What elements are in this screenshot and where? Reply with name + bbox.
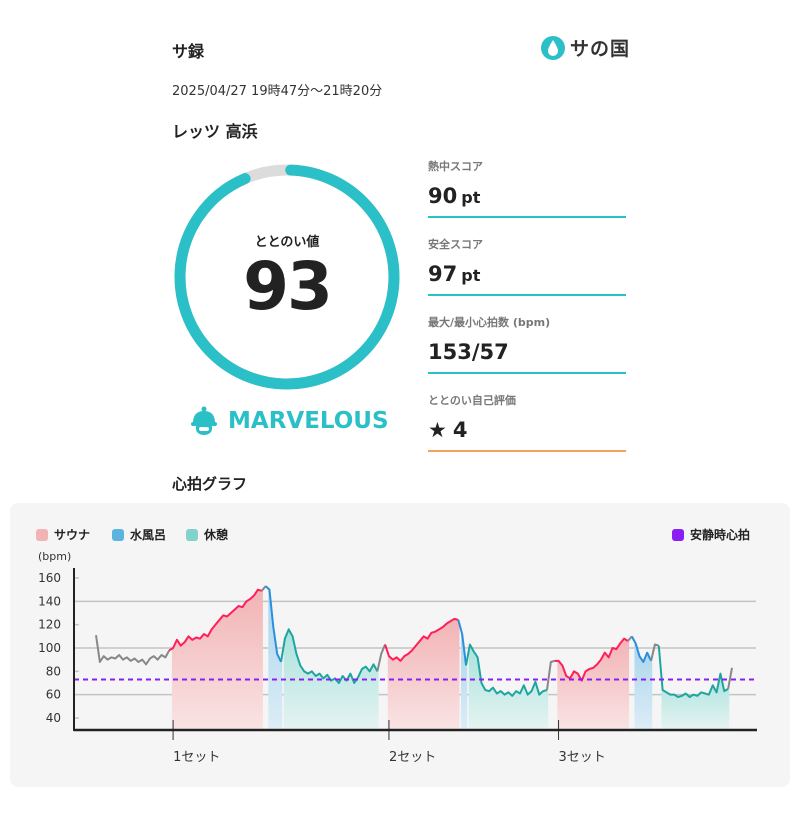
heart-rate-panel	[10, 503, 790, 787]
stat-safety-score: 安全スコア 97 pt	[428, 236, 626, 296]
y-tick-label: 40	[46, 711, 61, 725]
rest-line	[465, 643, 548, 697]
star-icon: ★	[428, 418, 447, 442]
divider	[428, 216, 626, 218]
page-title: サ録	[172, 42, 205, 61]
sauna-line	[168, 588, 263, 652]
divider	[428, 450, 626, 452]
divider	[428, 294, 626, 296]
cold-area	[461, 634, 468, 729]
stat-heat-score: 熱中スコア 90 pt	[428, 158, 626, 218]
totonoi-ring-progress	[174, 164, 400, 390]
other-line	[545, 659, 555, 691]
stat-label: 最大/最小心拍数 (bpm)	[428, 316, 551, 329]
stat-label: 熱中スコア	[428, 160, 483, 173]
water-drop-icon	[541, 35, 565, 60]
stat-label: 安全スコア	[428, 238, 483, 251]
stat-unit: pt	[461, 188, 481, 207]
sauna-area	[171, 589, 263, 729]
cold-area	[268, 589, 283, 729]
y-tick-label: 80	[46, 664, 61, 678]
brand-logo: サの国	[540, 34, 630, 61]
totonoi-label: ととのい値	[254, 235, 320, 250]
rank-label: MARVELOUS	[228, 408, 389, 434]
sauna-area	[557, 638, 630, 729]
cold-line	[457, 619, 468, 666]
totonoi-value: 93	[243, 248, 333, 325]
stat-label: ととのい自己評価	[428, 394, 516, 407]
stat-self-rating: ととのい自己評価 ★ 4	[428, 392, 626, 452]
legend-swatch	[36, 528, 48, 541]
legend-swatch	[112, 528, 124, 541]
y-tick-label: 140	[38, 594, 61, 608]
venue-name: レッツ 高浜	[172, 122, 258, 141]
stat-value: 153/57	[428, 340, 509, 364]
y-tick-label: 160	[38, 571, 61, 585]
session-datetime: 2025/04/27 19時47分〜21時20分	[172, 84, 383, 99]
set-label: 2セット	[389, 750, 436, 765]
rest-line	[280, 628, 379, 684]
logo-text: サの国	[570, 38, 631, 60]
stat-unit: pt	[461, 266, 481, 285]
set-label: 1セット	[173, 750, 220, 765]
legend-label: サウナ	[54, 528, 91, 542]
legend-label: 休憩	[204, 528, 229, 542]
cold-line	[264, 585, 282, 663]
legend-swatch	[672, 528, 684, 541]
sauna-line	[554, 637, 629, 682]
legend-label: 水風呂	[130, 528, 167, 542]
stat-value: 90	[428, 184, 458, 208]
other-line	[376, 644, 387, 672]
stat-value: 97	[428, 262, 458, 286]
other-line	[95, 635, 171, 666]
cold-area	[634, 643, 653, 729]
divider	[428, 372, 626, 374]
y-tick-label: 60	[46, 688, 61, 702]
y-tick-label: 100	[38, 641, 61, 655]
set-label: 3セット	[559, 750, 606, 765]
legend-resting-hr: 安静時心拍	[672, 526, 750, 543]
rest-area	[468, 644, 549, 729]
y-axis-label: (bpm)	[38, 550, 71, 563]
graph-title: 心拍グラフ	[172, 475, 248, 493]
rest-line	[657, 645, 729, 698]
legend-sauna: サウナ	[36, 526, 90, 543]
legend-swatch	[186, 528, 198, 541]
sauna-line	[384, 617, 459, 662]
rest-area	[283, 629, 379, 729]
cold-line	[630, 635, 652, 663]
other-line	[260, 585, 267, 592]
sauna-hat-icon	[191, 406, 217, 435]
other-line	[727, 667, 733, 690]
legend-cold: 水風呂	[112, 526, 166, 543]
legend-label: 安静時心拍	[690, 528, 751, 542]
stat-heart-rate: 最大/最小心拍数 (bpm) 153/57	[428, 314, 626, 374]
stat-value: 4	[452, 418, 468, 442]
other-line	[650, 643, 660, 662]
y-tick-label: 120	[38, 618, 61, 632]
rank-badge: MARVELOUS	[190, 406, 389, 436]
sauna-area	[387, 618, 460, 729]
totonoi-ring	[174, 164, 400, 390]
legend-rest: 休憩	[186, 526, 228, 543]
